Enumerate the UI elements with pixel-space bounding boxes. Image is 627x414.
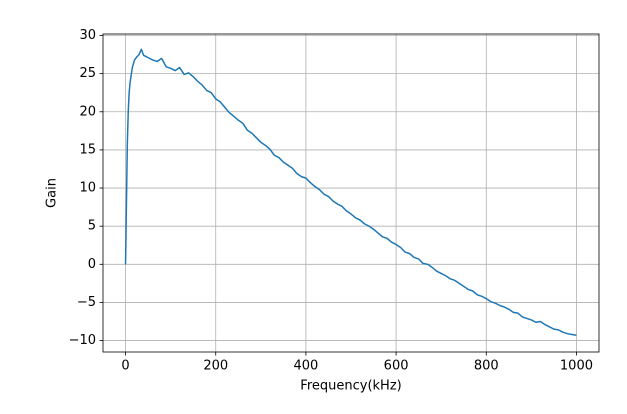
y-tick-label: 10 [79, 181, 96, 196]
line-series [124, 48, 577, 336]
x-tick-label: 0 [121, 359, 129, 374]
x-axis-label: Frequency(kHz) [300, 379, 401, 394]
y-axis-label: Gain [45, 178, 60, 208]
y-tick-label: 5 [88, 219, 96, 234]
plot-frame [102, 33, 600, 353]
y-tick-label: 0 [88, 257, 96, 272]
y-tick-label: 15 [79, 142, 96, 157]
x-tick-label: 200 [203, 359, 228, 374]
y-tick-label: 30 [79, 28, 96, 43]
y-tick-label: −5 [77, 295, 96, 310]
y-tick-label: 20 [79, 104, 96, 119]
y-tick-label: −10 [69, 333, 96, 348]
x-tick-label: 600 [384, 359, 409, 374]
y-tick-label: 25 [79, 66, 96, 81]
x-tick-label: 400 [293, 359, 318, 374]
x-tick-label: 800 [474, 359, 499, 374]
x-tick-label: 1000 [560, 359, 593, 374]
